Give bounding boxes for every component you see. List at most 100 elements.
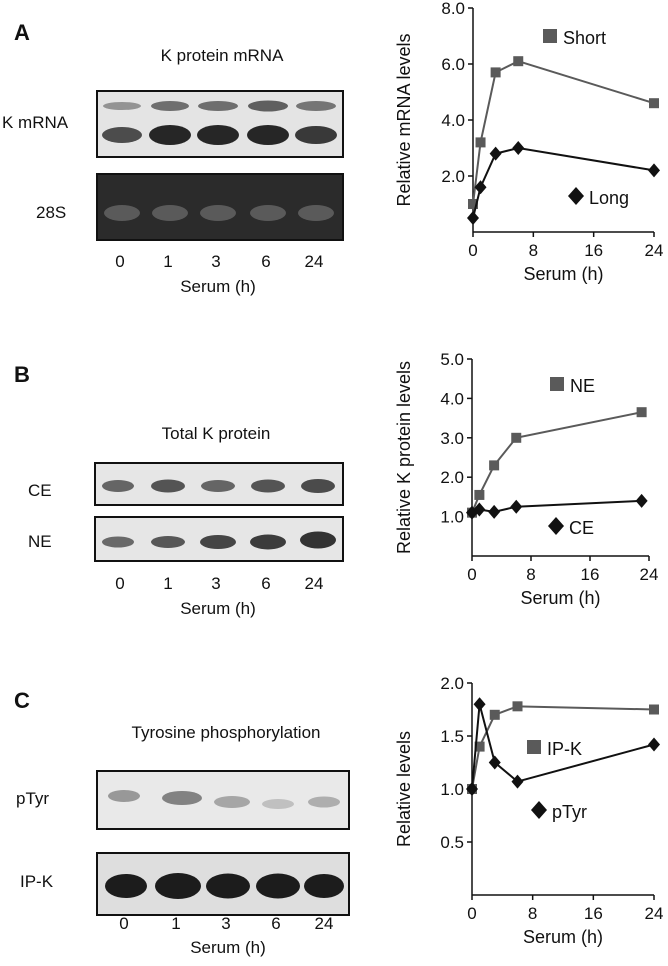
- data-point: [488, 755, 501, 770]
- time-label: 3: [211, 252, 221, 271]
- time-label: 24: [304, 574, 324, 593]
- y-tick-label: 2.0: [441, 167, 465, 186]
- y-axis-label: Relative K protein levels: [394, 361, 414, 554]
- data-point: [474, 741, 485, 752]
- time-label: 6: [271, 914, 281, 933]
- data-point: [635, 493, 648, 508]
- data-point: [490, 67, 501, 78]
- time-label: 24: [314, 914, 334, 933]
- x-tick-label: 16: [584, 904, 603, 923]
- lane-label-ip-k: IP-K: [20, 872, 54, 891]
- time-label: 6: [261, 252, 271, 271]
- legend-marker: [568, 187, 584, 205]
- blot-ne: [94, 516, 344, 562]
- y-tick-label: 3.0: [440, 429, 464, 448]
- y-tick-label: 1.0: [440, 508, 464, 527]
- data-point: [649, 704, 659, 715]
- time-label: 0: [119, 914, 129, 933]
- panel-letter-a: A: [14, 20, 30, 45]
- legend-marker: [548, 517, 564, 535]
- legend-label: pTyr: [552, 802, 587, 822]
- x-tick-label: 24: [645, 241, 664, 260]
- x-tick-label: 16: [584, 241, 603, 260]
- blot-xlabel-c: Serum (h): [190, 938, 266, 957]
- data-point: [649, 98, 659, 109]
- time-label: 0: [115, 252, 125, 271]
- y-tick-label: 4.0: [440, 389, 464, 408]
- y-tick-label: 2.0: [440, 674, 464, 693]
- x-tick-label: 8: [528, 904, 537, 923]
- blot-ce: [94, 462, 344, 506]
- y-tick-label: 4.0: [441, 111, 465, 130]
- blot-ip-k: [96, 852, 350, 916]
- blot-title-a: K protein mRNA: [160, 46, 284, 65]
- x-tick-label: 24: [640, 565, 659, 584]
- data-point: [648, 163, 660, 178]
- time-label: 1: [171, 914, 181, 933]
- x-tick-label: 16: [581, 565, 600, 584]
- time-label: 0: [115, 574, 125, 593]
- y-axis-label: Relative levels: [394, 731, 414, 847]
- x-tick-label: 0: [467, 904, 476, 923]
- panel-letter-b: B: [14, 362, 30, 387]
- lane-label-k-mrna: K mRNA: [2, 113, 69, 132]
- time-label: 3: [221, 914, 231, 933]
- legend-marker: [531, 801, 547, 819]
- data-point: [511, 774, 524, 789]
- time-label: 24: [304, 252, 324, 271]
- y-axis-label: Relative mRNA levels: [394, 33, 414, 206]
- data-point: [512, 701, 523, 712]
- legend-label: Long: [589, 188, 629, 208]
- data-point: [474, 180, 487, 195]
- x-axis-label: Serum (h): [523, 264, 603, 284]
- blot-ptyr: [96, 770, 350, 830]
- legend-label: IP-K: [547, 739, 582, 759]
- data-point: [474, 489, 485, 500]
- data-point: [468, 199, 478, 209]
- lane-label-ptyr: pTyr: [16, 789, 50, 808]
- chart-c: 0.5 1.0 1.5 2.0 0 8 16 24 Serum (h) Relative leve…: [394, 674, 664, 947]
- lane-label-ce: CE: [28, 481, 52, 500]
- y-tick-label: 1.5: [440, 727, 464, 746]
- legend-label: NE: [570, 376, 595, 396]
- blot-xlabel-a: Serum (h): [180, 277, 256, 296]
- data-point: [511, 432, 522, 443]
- panel-letter-c: C: [14, 688, 30, 713]
- time-label: 3: [211, 574, 221, 593]
- data-point: [489, 460, 500, 471]
- x-tick-label: 24: [645, 904, 664, 923]
- y-tick-label: 6.0: [441, 55, 465, 74]
- legend-label: Short: [563, 28, 606, 48]
- data-point: [473, 697, 486, 712]
- y-tick-label: 2.0: [440, 468, 464, 487]
- x-axis-label: Serum (h): [523, 927, 603, 947]
- data-point: [473, 502, 486, 517]
- data-point: [510, 499, 523, 514]
- data-point: [513, 56, 524, 67]
- data-point: [648, 737, 660, 752]
- data-point: [636, 407, 647, 418]
- data-point: [489, 709, 500, 720]
- x-tick-label: 8: [529, 241, 538, 260]
- data-point: [489, 146, 502, 161]
- x-tick-label: 0: [467, 565, 476, 584]
- blot-28s: [96, 173, 344, 241]
- legend-label: CE: [569, 518, 594, 538]
- legend-marker: [550, 377, 564, 391]
- time-label: 6: [261, 574, 271, 593]
- y-tick-label: 8.0: [441, 0, 465, 18]
- blot-title-c: Tyrosine phosphorylation: [131, 723, 321, 742]
- chart-a: 2.0 4.0 6.0 8.0 0 8 16 24 Serum (h) Relative mRNA…: [394, 0, 664, 284]
- blot-title-b: Total K protein: [161, 424, 271, 443]
- data-point: [467, 211, 479, 225]
- y-tick-label: 0.5: [440, 833, 464, 852]
- data-point: [475, 137, 486, 148]
- data-point: [512, 141, 525, 155]
- series-line-short: [472, 60, 655, 205]
- y-tick-label: 5.0: [440, 350, 464, 369]
- lane-label-28s: 28S: [36, 203, 67, 222]
- legend-marker: [527, 740, 541, 754]
- y-tick-label: 1.0: [440, 780, 464, 799]
- blot-k-mrna: [96, 90, 344, 158]
- chart-b: 1.0 2.0 3.0 4.0 5.0 0 8 16 24 Serum (h) Relative K…: [394, 350, 659, 608]
